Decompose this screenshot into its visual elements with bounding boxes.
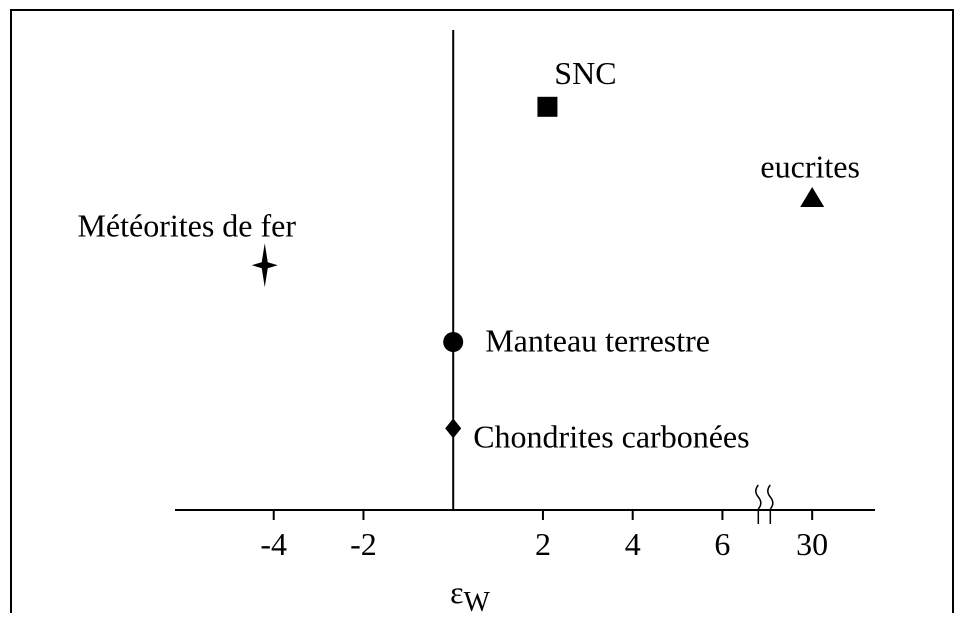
point-circle xyxy=(443,332,464,352)
x-tick-label: -4 xyxy=(260,526,287,562)
x-tick-label: 30 xyxy=(796,526,828,562)
point-label: SNC xyxy=(554,55,616,91)
x-tick-label: 6 xyxy=(714,526,730,562)
x-axis-label: εW xyxy=(450,574,490,613)
point-label: eucrites xyxy=(760,148,860,184)
x-tick-label: 2 xyxy=(535,526,551,562)
frame xyxy=(10,9,954,618)
axis-break xyxy=(755,484,762,524)
axis-break xyxy=(767,484,774,524)
x-tick-label: 4 xyxy=(625,526,641,562)
point-label: Météorites de fer xyxy=(77,208,296,244)
point-label: Manteau terrestre xyxy=(485,322,710,358)
point-diamond xyxy=(445,418,462,439)
x-label-subscript: W xyxy=(464,587,491,613)
x-tick-label: -2 xyxy=(350,526,377,562)
point-square xyxy=(537,96,558,117)
x-label-symbol: ε xyxy=(450,574,463,610)
point-star xyxy=(251,243,278,288)
point-label: Chondrites carbonées xyxy=(473,419,749,455)
point-triangle xyxy=(800,187,825,207)
